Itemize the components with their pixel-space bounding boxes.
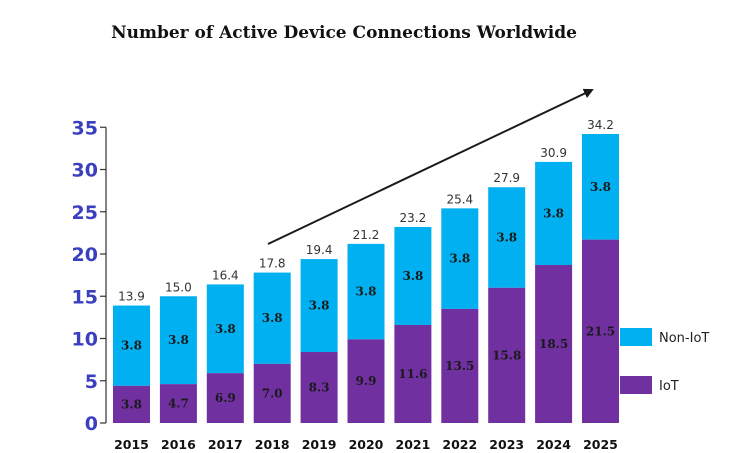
y-tick-label: 35 bbox=[72, 117, 98, 139]
data-label-non-iot: 3.8 bbox=[262, 311, 283, 325]
bar-non-iot bbox=[394, 226, 432, 325]
data-label-iot: 8.3 bbox=[309, 381, 330, 395]
x-tick-label: 2022 bbox=[442, 437, 477, 452]
data-label-non-iot: 3.8 bbox=[402, 269, 423, 283]
chart-title: Number of Active Device Connections Worl… bbox=[111, 23, 577, 43]
bar-iot bbox=[441, 308, 479, 423]
bar-iot bbox=[113, 385, 150, 423]
bar-non-iot bbox=[159, 296, 197, 385]
y-tick-label: 0 bbox=[85, 413, 98, 435]
bar-iot bbox=[582, 239, 619, 423]
y-tick-label: 15 bbox=[72, 286, 98, 308]
data-label-non-iot: 3.8 bbox=[356, 285, 377, 299]
bar-non-iot bbox=[347, 243, 385, 340]
data-label-iot: 3.8 bbox=[121, 397, 142, 411]
data-label-iot: 18.5 bbox=[539, 337, 568, 351]
y-tick-label: 5 bbox=[85, 371, 98, 393]
x-tick-label: 2019 bbox=[302, 437, 337, 452]
y-tick-label: 25 bbox=[72, 202, 98, 224]
total-label: 19.4 bbox=[306, 243, 333, 257]
bar-iot bbox=[253, 363, 291, 423]
bar-non-iot bbox=[253, 272, 291, 364]
bar-iot bbox=[535, 264, 573, 423]
bar-iot bbox=[488, 287, 526, 423]
bar-non-iot bbox=[113, 305, 150, 386]
bar-non-iot bbox=[488, 187, 526, 288]
bar-non-iot bbox=[535, 161, 573, 265]
x-tick-label: 2018 bbox=[255, 437, 290, 452]
x-tick-label: 2017 bbox=[208, 437, 243, 452]
total-label: 30.9 bbox=[540, 146, 567, 160]
total-label: 15.0 bbox=[165, 280, 192, 294]
bar-non-iot bbox=[441, 208, 479, 309]
bar-iot bbox=[206, 373, 244, 423]
x-tick-label: 2024 bbox=[536, 437, 571, 452]
x-tick-label: 2023 bbox=[489, 437, 524, 452]
bar-non-iot bbox=[206, 284, 244, 374]
total-label: 34.2 bbox=[587, 118, 614, 132]
data-label-non-iot: 3.8 bbox=[309, 299, 330, 313]
bar-iot bbox=[159, 384, 197, 423]
data-label-iot: 15.8 bbox=[492, 348, 521, 362]
bar-non-iot bbox=[582, 134, 619, 240]
data-label-non-iot: 3.8 bbox=[215, 322, 236, 336]
y-axis: 0 5 10 15 20 25 30 35 bbox=[72, 117, 107, 435]
data-label-iot: 9.9 bbox=[356, 374, 377, 388]
total-label: 25.4 bbox=[446, 192, 473, 206]
bar-iot bbox=[300, 352, 338, 423]
data-label-non-iot: 3.8 bbox=[168, 333, 189, 347]
y-tick-label: 30 bbox=[72, 160, 98, 182]
data-label-non-iot: 3.8 bbox=[496, 231, 517, 245]
data-label-iot: 21.5 bbox=[586, 324, 615, 338]
legend-swatch-iot bbox=[620, 376, 652, 394]
x-tick-label: 2020 bbox=[349, 437, 384, 452]
x-tick-label: 2025 bbox=[583, 437, 618, 452]
data-label-iot: 13.5 bbox=[445, 359, 474, 373]
total-label: 21.2 bbox=[353, 228, 380, 242]
total-label: 27.9 bbox=[493, 171, 520, 185]
x-axis-labels: 2015 2016 2017 2018 2019 2020 2021 2022 2023 2024… bbox=[114, 437, 618, 452]
bar-iot bbox=[394, 324, 432, 423]
data-label-iot: 7.0 bbox=[262, 386, 283, 400]
data-label-iot: 4.7 bbox=[168, 397, 189, 411]
data-label-non-iot: 3.8 bbox=[121, 339, 142, 353]
trend-arrow bbox=[267, 88, 594, 245]
bar-iot bbox=[347, 339, 385, 423]
data-label-iot: 6.9 bbox=[215, 391, 236, 405]
y-tick-label: 10 bbox=[72, 329, 98, 351]
legend: Non-IoT IoT bbox=[620, 328, 709, 394]
data-label-iot: 11.6 bbox=[398, 367, 427, 381]
total-label: 17.8 bbox=[259, 257, 286, 271]
x-tick-label: 2016 bbox=[161, 437, 196, 452]
bars: 3.8 3.8 13.9 4.7 3.8 15.0 6.9 3.8 16.4 7.0 3.8 17.8… bbox=[113, 118, 619, 423]
y-tick-label: 20 bbox=[72, 244, 98, 266]
bar-non-iot bbox=[300, 259, 338, 353]
legend-swatch-non-iot bbox=[620, 328, 652, 346]
data-label-non-iot: 3.8 bbox=[543, 206, 564, 220]
legend-label-non-iot: Non-IoT bbox=[659, 331, 709, 346]
data-label-non-iot: 3.8 bbox=[449, 252, 470, 266]
total-label: 16.4 bbox=[212, 268, 239, 282]
x-tick-label: 2021 bbox=[396, 437, 431, 452]
x-tick-label: 2015 bbox=[114, 437, 149, 452]
data-label-non-iot: 3.8 bbox=[590, 180, 611, 194]
total-label: 13.9 bbox=[118, 290, 145, 304]
total-label: 23.2 bbox=[400, 211, 427, 225]
legend-label-iot: IoT bbox=[659, 379, 679, 394]
